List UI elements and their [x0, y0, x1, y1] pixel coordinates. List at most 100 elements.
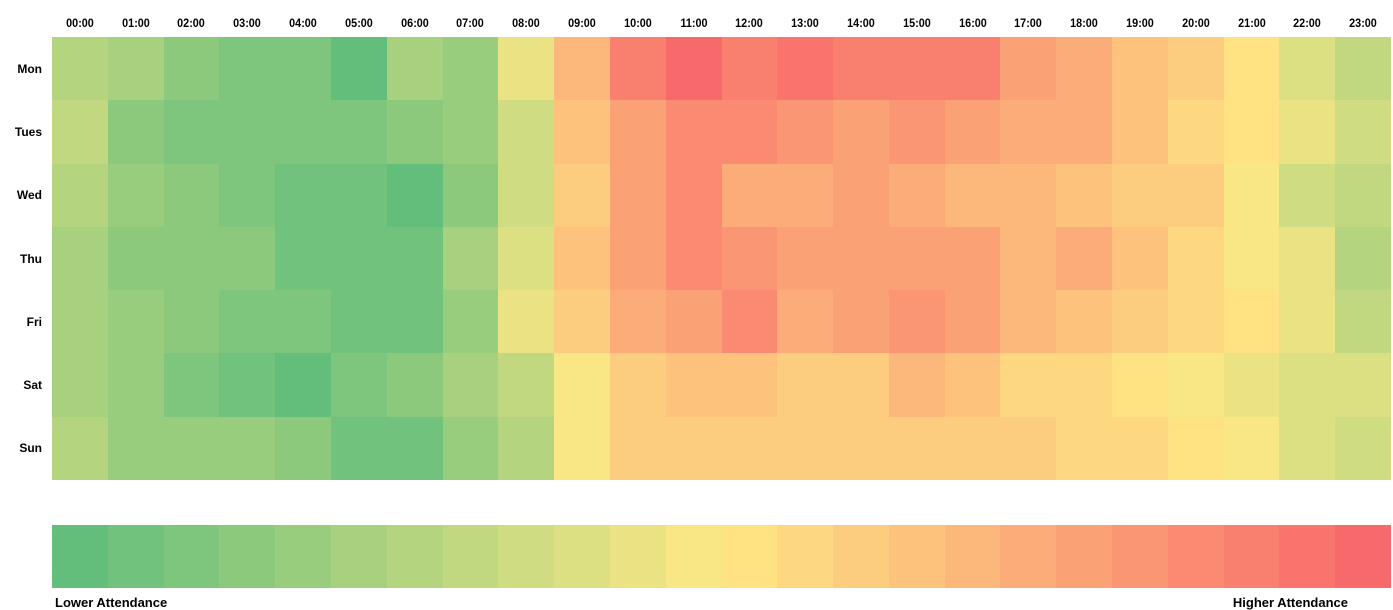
heatmap-cell [1000, 37, 1056, 100]
heatmap-cell [498, 353, 554, 417]
heatmap-cell [1279, 290, 1335, 353]
heatmap-cell [1000, 227, 1056, 290]
heatmap-cell [1168, 100, 1224, 164]
heatmap-cell [1056, 227, 1112, 290]
heatmap-cell [1000, 353, 1056, 417]
hour-label: 06:00 [389, 16, 439, 30]
heatmap-cell [777, 227, 833, 290]
heatmap-cell [108, 100, 164, 164]
heatmap-cell [52, 353, 108, 417]
day-label: Fri [0, 315, 42, 329]
heatmap-cell [275, 290, 331, 353]
heatmap-cell [275, 37, 331, 100]
heatmap-cell [275, 353, 331, 417]
legend-swatch [945, 525, 1000, 588]
legend-swatch [833, 525, 889, 588]
heatmap-cell [1056, 417, 1112, 480]
heatmap-cell [1335, 353, 1391, 417]
hour-label: 16:00 [947, 16, 997, 30]
heatmap-cell [1168, 164, 1224, 227]
heatmap-cell [275, 164, 331, 227]
legend-swatch [1112, 525, 1168, 588]
hour-label: 05:00 [334, 16, 384, 30]
legend-swatch [666, 525, 722, 588]
heatmap-cell [833, 417, 889, 480]
heatmap-cell [443, 353, 498, 417]
heatmap-cell [52, 37, 108, 100]
heatmap-cell [498, 100, 554, 164]
hour-label: 18:00 [1059, 16, 1109, 30]
heatmap-cell [164, 164, 219, 227]
heatmap-cell [387, 417, 443, 480]
heatmap-cell [52, 100, 108, 164]
hour-label: 20:00 [1171, 16, 1221, 30]
heatmap-cell [443, 227, 498, 290]
legend-swatch [108, 525, 164, 588]
heatmap-cell [945, 37, 1000, 100]
heatmap-cell [498, 37, 554, 100]
heatmap-cell [777, 164, 833, 227]
legend-high-label: Higher Attendance [1233, 595, 1348, 610]
heatmap-cell [554, 290, 610, 353]
hour-label: 02:00 [166, 16, 216, 30]
heatmap-cell [331, 227, 387, 290]
heatmap-cell [1335, 164, 1391, 227]
legend-swatch [1168, 525, 1224, 588]
heatmap-cell [777, 37, 833, 100]
heatmap-cell [219, 164, 275, 227]
heatmap-cell [1168, 290, 1224, 353]
legend-swatch [1335, 525, 1391, 588]
heatmap-cell [1112, 227, 1168, 290]
legend-swatch [443, 525, 498, 588]
legend-swatch [722, 525, 777, 588]
legend-swatch [1056, 525, 1112, 588]
heatmap-cell [1335, 290, 1391, 353]
heatmap-cell [443, 100, 498, 164]
heatmap-cell [331, 100, 387, 164]
heatmap-cell [1335, 227, 1391, 290]
legend-swatch [1000, 525, 1056, 588]
hour-label: 12:00 [724, 16, 774, 30]
hour-label: 10:00 [613, 16, 663, 30]
heatmap-cell [889, 164, 945, 227]
heatmap-cell [387, 227, 443, 290]
heatmap-cell [1000, 417, 1056, 480]
legend-swatch [1224, 525, 1279, 588]
heatmap-cell [610, 227, 666, 290]
heatmap-cell [833, 100, 889, 164]
heatmap-cell [889, 100, 945, 164]
heatmap-cell [108, 290, 164, 353]
heatmap-cell [1335, 417, 1391, 480]
heatmap-cell [722, 37, 777, 100]
heatmap-cell [387, 290, 443, 353]
heatmap-cell [498, 164, 554, 227]
heatmap-cell [52, 227, 108, 290]
heatmap-cell [1224, 100, 1279, 164]
heatmap-cell [777, 353, 833, 417]
heatmap-cell [331, 417, 387, 480]
heatmap-cell [1279, 164, 1335, 227]
heatmap-cell [498, 417, 554, 480]
heatmap-cell [889, 290, 945, 353]
hour-label: 23:00 [1338, 16, 1388, 30]
heatmap-cell [443, 417, 498, 480]
legend-swatch [554, 525, 610, 588]
legend-swatch [219, 525, 275, 588]
heatmap-cell [945, 100, 1000, 164]
heatmap-cell [108, 164, 164, 227]
heatmap-cell [610, 290, 666, 353]
heatmap-cell [666, 164, 722, 227]
heatmap-cell [1000, 290, 1056, 353]
heatmap-cell [331, 37, 387, 100]
heatmap-cell [1279, 417, 1335, 480]
heatmap-cell [610, 353, 666, 417]
heatmap-cell [164, 100, 219, 164]
heatmap-cell [833, 290, 889, 353]
heatmap-cell [554, 100, 610, 164]
legend-swatch [498, 525, 554, 588]
legend-swatch [331, 525, 387, 588]
legend-swatch [777, 525, 833, 588]
hour-label: 15:00 [892, 16, 942, 30]
heatmap-cell [164, 353, 219, 417]
hour-label: 01:00 [110, 16, 160, 30]
